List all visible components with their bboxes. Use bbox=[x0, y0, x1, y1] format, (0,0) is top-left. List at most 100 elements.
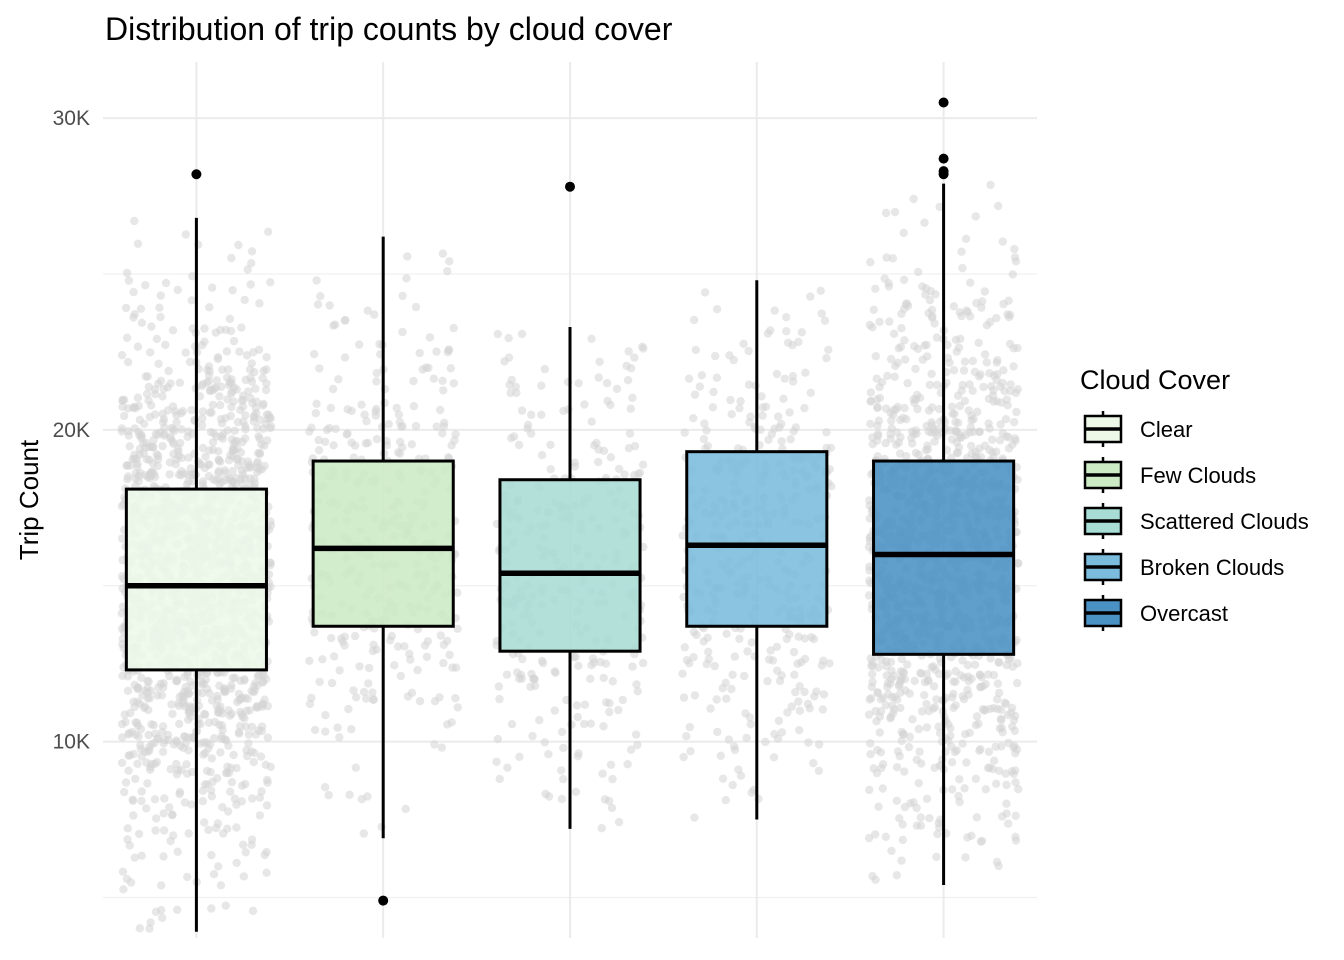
jitter-point bbox=[448, 663, 457, 672]
jitter-point bbox=[618, 695, 627, 705]
jitter-point bbox=[791, 688, 800, 697]
jitter-point bbox=[253, 672, 262, 681]
jitter-point bbox=[186, 712, 195, 722]
jitter-point bbox=[139, 419, 149, 429]
jitter-point bbox=[949, 366, 959, 375]
jitter-point bbox=[359, 829, 368, 838]
jitter-point bbox=[372, 434, 382, 444]
jitter-point bbox=[146, 918, 155, 927]
jitter-point bbox=[173, 766, 183, 775]
jitter-point bbox=[239, 395, 248, 405]
jitter-point bbox=[927, 428, 936, 437]
jitter-point bbox=[131, 774, 140, 784]
jitter-point bbox=[518, 654, 527, 664]
jitter-point bbox=[734, 765, 743, 774]
jitter-point bbox=[774, 716, 784, 725]
jitter-point bbox=[1012, 407, 1021, 417]
jitter-point bbox=[231, 437, 240, 446]
jitter-point bbox=[892, 440, 901, 449]
jitter-point bbox=[171, 460, 180, 469]
jitter-point bbox=[199, 750, 208, 759]
box-iqr bbox=[124, 487, 268, 672]
jitter-point bbox=[881, 439, 890, 448]
jitter-point bbox=[1004, 819, 1013, 828]
jitter-point bbox=[181, 348, 190, 357]
jitter-point bbox=[699, 434, 709, 444]
jitter-point bbox=[223, 426, 232, 435]
jitter-point bbox=[893, 747, 903, 756]
jitter-point bbox=[146, 686, 155, 696]
jitter-point bbox=[205, 446, 214, 455]
jitter-point bbox=[776, 419, 786, 429]
jitter-point bbox=[628, 662, 637, 671]
jitter-point bbox=[600, 795, 610, 804]
jitter-point bbox=[916, 821, 926, 830]
jitter-point bbox=[727, 410, 736, 419]
jitter-point bbox=[223, 807, 233, 816]
jitter-point bbox=[897, 654, 906, 664]
jitter-point bbox=[197, 421, 207, 430]
jitter-point bbox=[224, 741, 233, 750]
jitter-point bbox=[223, 373, 232, 382]
jitter-point bbox=[240, 295, 249, 305]
jitter-point bbox=[205, 367, 214, 376]
jitter-point bbox=[198, 786, 208, 795]
jitter-point bbox=[188, 681, 197, 690]
jitter-point bbox=[177, 453, 186, 463]
jitter-point bbox=[559, 406, 568, 416]
jitter-point bbox=[124, 431, 133, 440]
jitter-point bbox=[902, 452, 911, 461]
jitter-point bbox=[735, 404, 744, 413]
jitter-point bbox=[164, 366, 173, 376]
jitter-point bbox=[228, 286, 237, 295]
jitter-point bbox=[537, 450, 547, 460]
jitter-point bbox=[135, 924, 144, 933]
jitter-point bbox=[343, 405, 352, 414]
jitter-point bbox=[493, 329, 502, 339]
jitter-point bbox=[318, 655, 327, 664]
jitter-point bbox=[933, 829, 942, 839]
jitter-point bbox=[638, 658, 648, 668]
jitter-point bbox=[888, 254, 898, 263]
jitter-point bbox=[638, 342, 647, 351]
jitter-point bbox=[198, 477, 208, 486]
jitter-point bbox=[151, 429, 161, 439]
jitter-point bbox=[246, 280, 255, 289]
jitter-point bbox=[240, 779, 250, 789]
jitter-point bbox=[920, 218, 929, 227]
jitter-point bbox=[307, 423, 316, 432]
jitter-point bbox=[903, 379, 912, 388]
jitter-point bbox=[340, 641, 349, 650]
jitter-point bbox=[614, 817, 624, 827]
jitter-point bbox=[825, 659, 834, 668]
jitter-point bbox=[214, 447, 223, 456]
jitter-point bbox=[871, 706, 880, 716]
jitter-point bbox=[909, 194, 918, 204]
jitter-point bbox=[184, 477, 193, 486]
jitter-point bbox=[900, 802, 910, 812]
jitter-point bbox=[177, 425, 186, 434]
jitter-point bbox=[409, 376, 418, 386]
jitter-point bbox=[131, 474, 140, 483]
box-iqr bbox=[685, 450, 829, 628]
jitter-point bbox=[824, 345, 833, 354]
jitter-point bbox=[864, 710, 874, 719]
jitter-point bbox=[695, 382, 704, 391]
jitter-point bbox=[133, 342, 143, 351]
jitter-point bbox=[226, 787, 235, 796]
jitter-point bbox=[887, 416, 896, 425]
jitter-point bbox=[691, 345, 700, 355]
jitter-point bbox=[207, 754, 216, 763]
box-iqr bbox=[311, 459, 455, 628]
jitter-point bbox=[266, 278, 275, 287]
jitter-point bbox=[816, 286, 825, 295]
jitter-point bbox=[1011, 778, 1020, 787]
jitter-point bbox=[151, 826, 160, 835]
jitter-point bbox=[786, 435, 795, 444]
jitter-point bbox=[329, 321, 338, 330]
jitter-point bbox=[969, 427, 978, 437]
jitter-point bbox=[425, 333, 435, 342]
jitter-point bbox=[606, 453, 616, 462]
jitter-point bbox=[331, 424, 340, 434]
jitter-point bbox=[145, 924, 154, 933]
